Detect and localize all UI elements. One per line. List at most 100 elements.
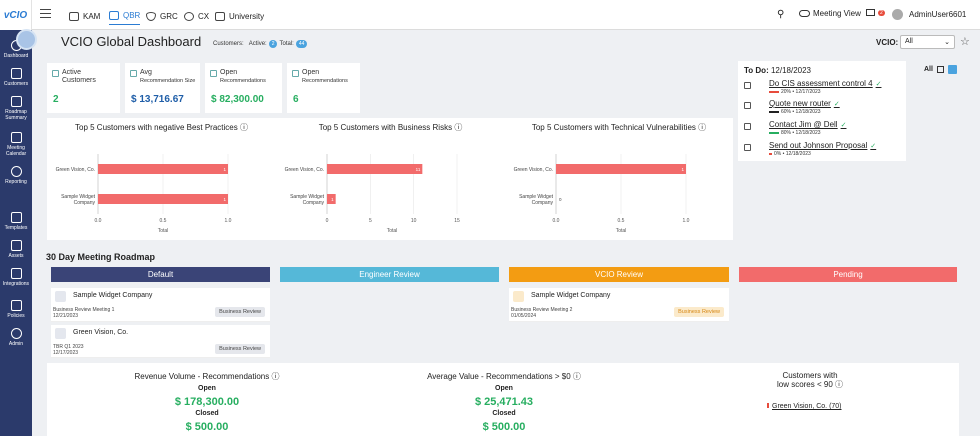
info-icon[interactable]: ⓘ [572, 372, 581, 381]
data-label: 11 [416, 167, 421, 172]
meeting-view-toggle[interactable]: Meeting View [799, 9, 861, 18]
chevron-down-icon: ⌄ [944, 39, 950, 46]
kpi-label: Recommendations [302, 78, 348, 84]
vcio-select[interactable]: All ⌄ [900, 35, 955, 49]
sidebar-item-customers[interactable]: Customers [0, 68, 32, 87]
info-icon[interactable]: ⓘ [239, 123, 248, 132]
check-circle-icon: ✓ [870, 143, 877, 150]
tab-grc[interactable]: GRC [146, 7, 178, 25]
todo-title[interactable]: Contact Jim @ Dell ✓ [769, 120, 847, 129]
kpi-label: Active [62, 69, 82, 76]
tab-label: KAM [83, 11, 101, 21]
category-label: Green Vision, Co. [514, 167, 553, 173]
notifications-button[interactable]: 2 [866, 9, 885, 16]
todo-filter[interactable]: All [924, 65, 957, 74]
progress-bar [769, 131, 779, 134]
sidebar-item-integrations[interactable]: Integrations [0, 268, 32, 287]
meeting-customer: Green Vision, Co. [73, 329, 129, 336]
sidebar-label: Templates [4, 225, 28, 231]
column-header-engineer-review: Engineer Review [280, 267, 499, 282]
info-icon[interactable]: ⓘ [835, 380, 844, 389]
search-button[interactable]: ⚲ [777, 9, 784, 20]
meeting-customer: Sample Widget Company [531, 292, 611, 299]
low-score-customer-link[interactable]: Green Vision, Co. (70) [767, 403, 842, 410]
sidebar-label: Reporting [5, 179, 27, 185]
sidebar-item-templates[interactable]: Templates [0, 212, 32, 231]
tab-university[interactable]: University [215, 7, 264, 25]
todo-filter-label: All [924, 66, 933, 73]
page-title: VCIO Global Dashboard [61, 34, 202, 49]
todo-title[interactable]: Quote new router ✓ [769, 99, 840, 108]
calendar-icon [10, 132, 22, 143]
add-todo-icon[interactable] [947, 65, 957, 74]
meeting-details: TBR Q1 2023 12/17/2023 [53, 344, 84, 356]
todo-title[interactable]: Do CIS assessment control 4 ✓ [769, 79, 882, 88]
todo-panel: To Do: 12/18/2023 All Do CIS assessment … [738, 61, 957, 161]
charts-panel: Top 5 Customers with negative Best Pract… [47, 118, 733, 240]
sidebar-item-admin[interactable]: Admin [0, 328, 32, 347]
money-icon [130, 70, 137, 77]
kpi-label: Open [302, 69, 320, 76]
category-label: Green Vision, Co. [56, 167, 95, 173]
menu-icon[interactable] [40, 9, 51, 18]
sidebar-item-reporting[interactable]: Reporting [0, 166, 32, 185]
meeting-card[interactable]: Sample Widget Company Business Review Me… [51, 288, 270, 322]
tab-cx[interactable]: CX [184, 7, 209, 25]
sidebar-item-assets[interactable]: Assets [0, 240, 32, 259]
meeting-details: Business Review Meeting 1 12/21/2023 [53, 307, 115, 319]
x-axis-label: Total [616, 228, 627, 234]
customers-icon [10, 68, 22, 79]
kpi-open-recommendations-count[interactable]: Open Recommendations 6 [287, 63, 360, 113]
meeting-card[interactable]: Green Vision, Co. TBR Q1 2023 12/17/2023 … [51, 325, 270, 358]
calendar-icon[interactable] [936, 66, 944, 73]
tab-label: QBR [123, 11, 141, 20]
notification-badge: 2 [878, 9, 885, 16]
sidebar-label: Customers [3, 81, 29, 87]
kpi-value: 2 [53, 94, 59, 105]
reporting-icon [10, 166, 22, 177]
meeting-card[interactable]: Sample Widget Company Business Review Me… [509, 288, 729, 322]
company-icon [55, 328, 66, 339]
x-tick-label: 1.0 [683, 218, 690, 224]
favorite-star-icon[interactable]: ☆ [960, 36, 970, 48]
customer-counts: Customers: Active: 2 Total: 44 [213, 40, 308, 48]
sidebar-item-policies[interactable]: Policies [0, 300, 32, 319]
chart-title: Top 5 Customers with negative Best Pract… [75, 123, 248, 132]
sidebar-label: Roadmap Summary [5, 109, 27, 121]
x-axis-label: Total [158, 228, 169, 234]
x-tick-label: 0 [326, 218, 329, 224]
tab-kam[interactable]: KAM [69, 7, 100, 25]
meeting-type-tag: Business Review [215, 344, 265, 354]
sidebar-item-meeting-calendar[interactable]: Meeting Calendar [0, 132, 32, 157]
column-header-default: Default [51, 267, 270, 282]
todo-meta: 60% • 12/18/2023 [769, 109, 821, 115]
sidebar-item-roadmap-summary[interactable]: Roadmap Summary [0, 96, 32, 121]
kpi-value: $ 82,300.00 [211, 94, 264, 105]
todo-title[interactable]: Send out Johnson Proposal ✓ [769, 141, 877, 150]
info-icon[interactable]: ⓘ [698, 123, 707, 132]
kpi-active-customers[interactable]: Active Customers 2 [47, 63, 120, 113]
total-label: Total: [279, 41, 294, 47]
data-label: 1 [223, 197, 226, 202]
vcio-logo[interactable]: vCIO [0, 0, 32, 30]
data-label: 1 [223, 167, 226, 172]
revenue-title: Revenue Volume - Recommendations ⓘ [134, 372, 280, 381]
user-menu[interactable]: AdminUser6601 [892, 9, 966, 20]
integrations-icon [10, 268, 22, 279]
info-icon[interactable]: ⓘ [271, 372, 280, 381]
gear-icon [10, 328, 22, 339]
open-value: $ 178,300.00 [174, 396, 240, 408]
kpi-open-recommendations-value[interactable]: Open Recommendations $ 82,300.00 [205, 63, 282, 113]
chart-title: Top 5 Customers with Technical Vulnerabi… [531, 123, 707, 132]
tab-label: GRC [160, 11, 178, 21]
kpi-label: Customers [62, 77, 96, 84]
kpi-label: Avg [140, 69, 152, 76]
calendar-icon [744, 123, 751, 130]
active-count-badge: 2 [268, 40, 278, 48]
tab-qbr[interactable]: QBR [109, 7, 141, 25]
total-count-badge: 44 [295, 40, 308, 48]
info-icon[interactable]: ⓘ [454, 123, 463, 132]
meeting-details: Business Review Meeting 2 01/05/2024 [511, 307, 573, 319]
kpi-avg-recommendation[interactable]: Avg Recommendation Size $ 13,716.67 [125, 63, 200, 113]
policies-icon [10, 300, 22, 311]
